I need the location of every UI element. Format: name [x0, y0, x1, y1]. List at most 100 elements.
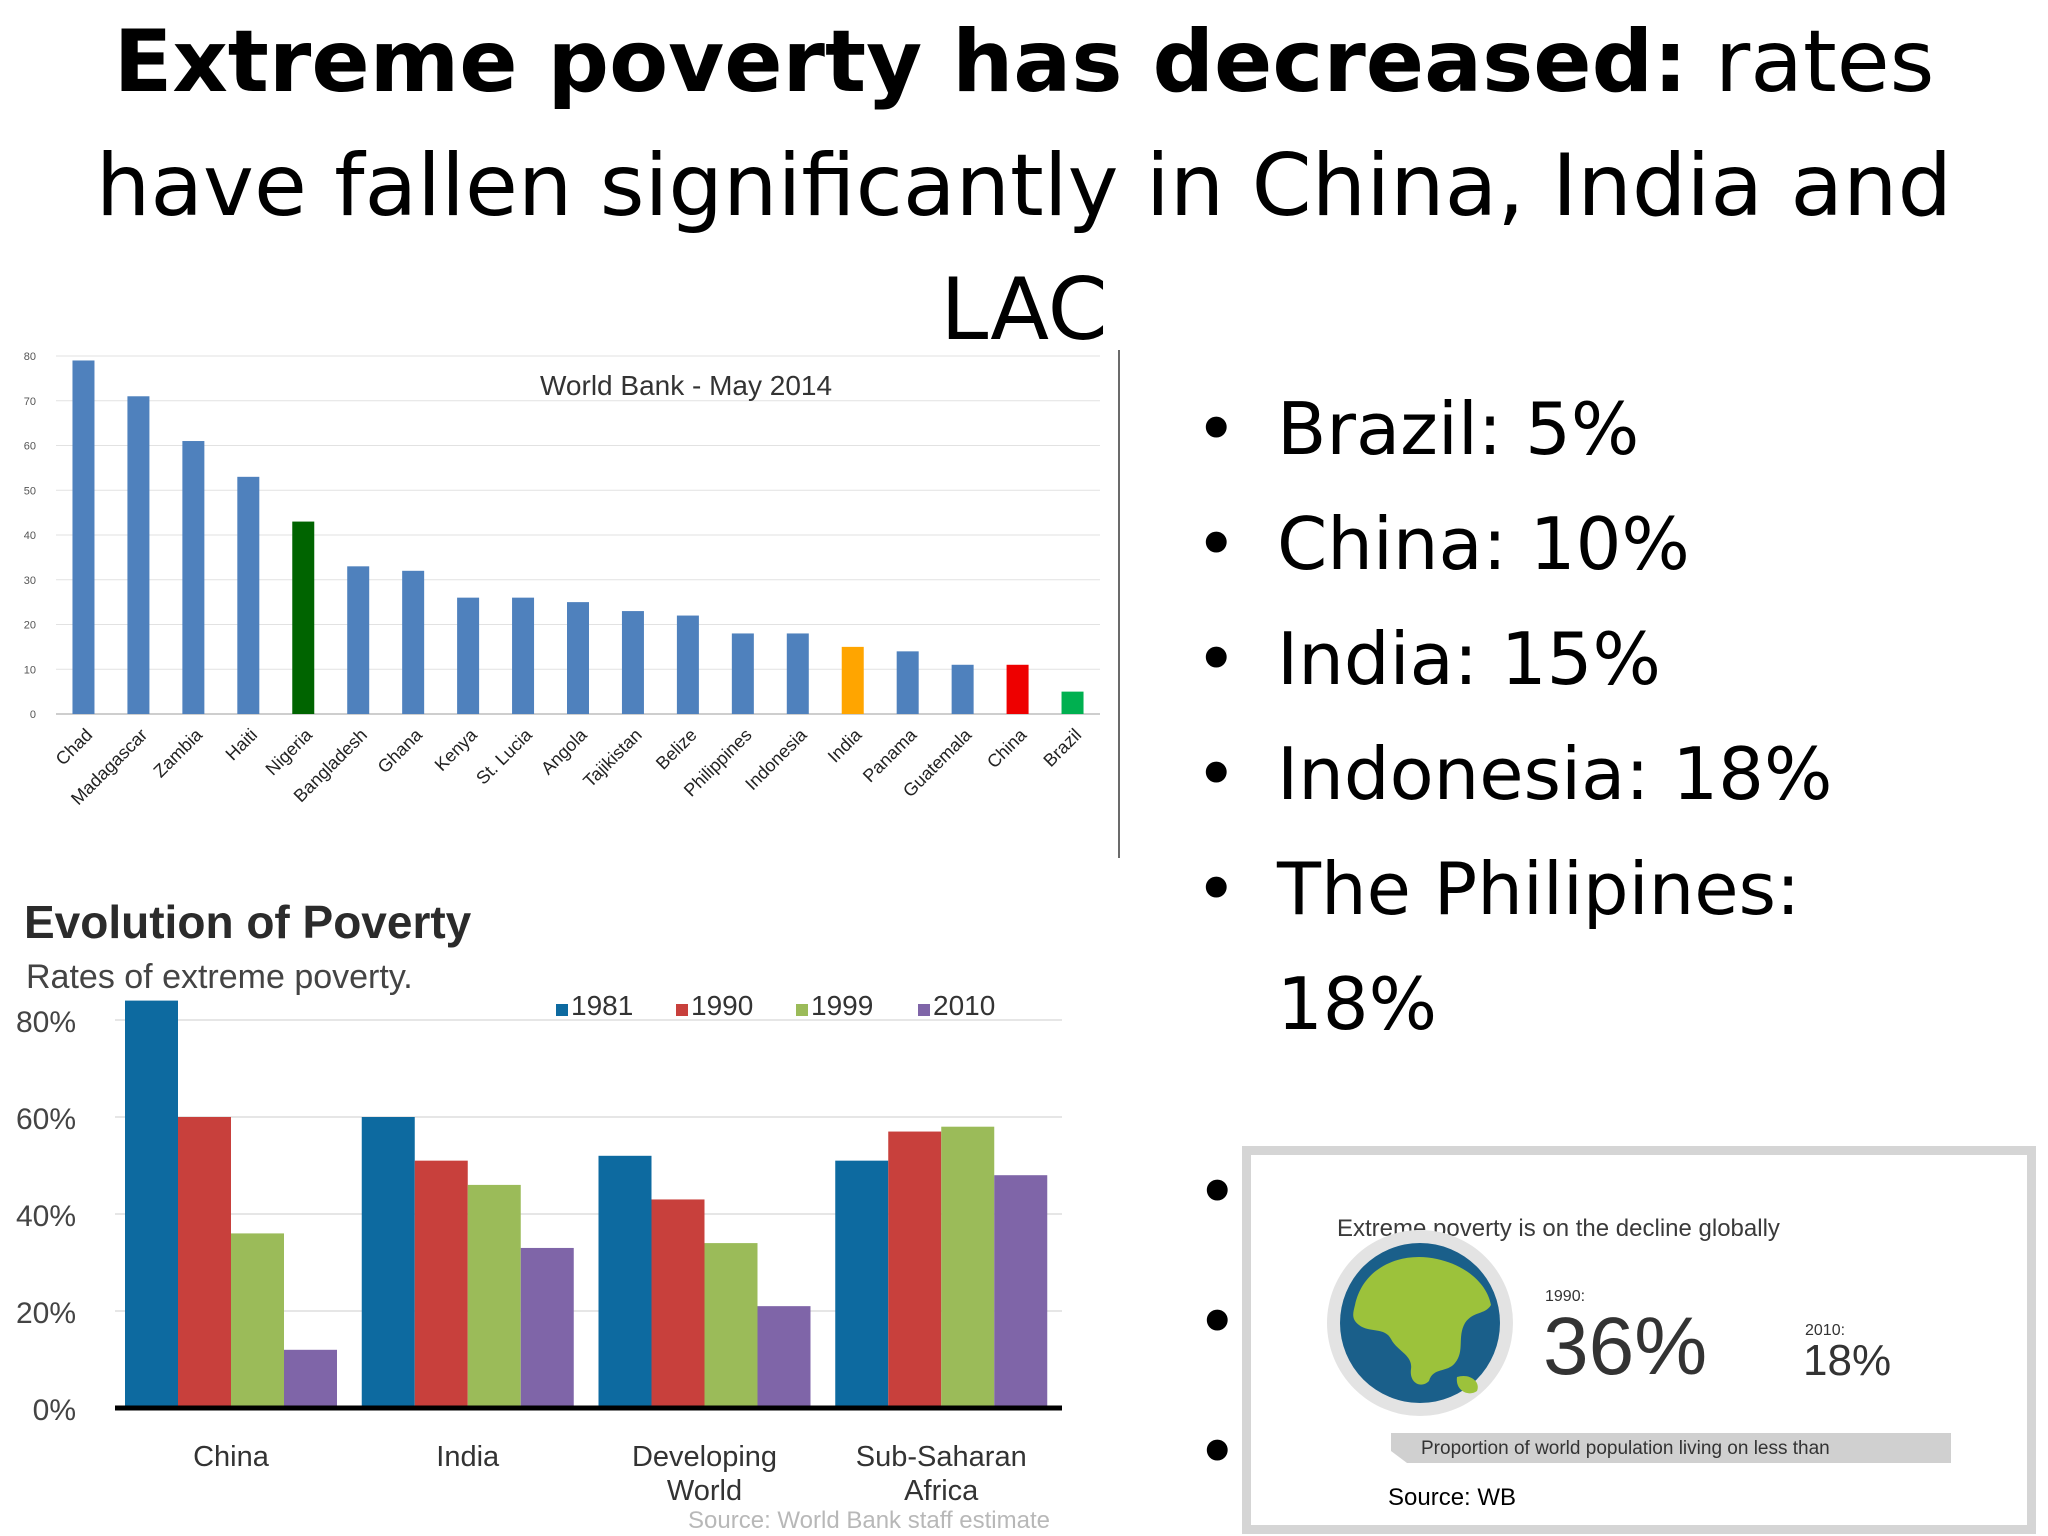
bar — [231, 1233, 284, 1408]
bar — [284, 1349, 337, 1408]
x-tick-label: Zambia — [150, 724, 207, 781]
value-2010: 18% — [1803, 1336, 1891, 1385]
y-tick-label: 20% — [16, 1297, 76, 1330]
legend-label: 1981 — [571, 990, 633, 1021]
x-tick-label: Chad — [52, 725, 97, 770]
slide-title-bold: Extreme poverty has decreased: — [113, 12, 1688, 112]
evolution-poverty-chart: Evolution of Poverty Rates of extreme pov… — [0, 880, 1080, 1536]
x-tick-label: China — [983, 724, 1031, 772]
slide-title-rest: rates have fallen significantly in China… — [95, 12, 1953, 360]
bar — [651, 1199, 705, 1408]
y-tick-label: 30 — [24, 575, 36, 587]
y-tick-label: 10 — [24, 664, 36, 676]
y-tick-label: 80% — [16, 1006, 76, 1039]
bullet-dot: • — [1196, 1280, 1239, 1364]
bar — [512, 597, 535, 714]
legend-label: 1990 — [691, 990, 753, 1021]
bar — [841, 646, 864, 714]
x-tick-label: Nigeria — [262, 724, 317, 779]
bar — [835, 1160, 889, 1408]
bar — [237, 476, 260, 714]
infographic-caption: Proportion of world population living on… — [1421, 1438, 1830, 1459]
y-tick-label: 20 — [24, 620, 36, 632]
bullet-item: Indonesia: 18% — [1195, 717, 2015, 832]
bar — [598, 1155, 652, 1408]
y-tick-label: 40% — [16, 1200, 76, 1233]
bullet-dot: • — [1196, 1410, 1239, 1494]
value-1990: 36% — [1543, 1301, 1707, 1392]
x-tick-label: St. Lucia — [472, 724, 536, 788]
bar — [994, 1175, 1048, 1408]
y-tick-label: 40 — [24, 530, 36, 542]
bar — [731, 633, 754, 714]
x-tick-label: Indonesia — [741, 724, 811, 794]
bar — [888, 1131, 942, 1408]
bar — [520, 1247, 574, 1408]
infographic-canvas: Extreme poverty is on the decline global… — [1327, 1215, 1951, 1511]
bar — [402, 570, 425, 714]
bar — [127, 396, 150, 714]
x-tick-label: China — [193, 1441, 270, 1473]
country-bullet-list: Brazil: 5% China: 10% India: 15% Indones… — [1195, 372, 2015, 1062]
infographic-source: Source: WB — [1388, 1484, 1516, 1511]
legend-swatch — [556, 1004, 568, 1016]
bar — [786, 633, 809, 714]
bar — [414, 1160, 468, 1408]
y-tick-label: 0% — [33, 1394, 76, 1427]
x-tick-label: Kenya — [431, 724, 482, 775]
bar — [457, 597, 480, 714]
bar — [182, 441, 205, 714]
chart-subtitle: Rates of extreme poverty. — [26, 958, 413, 996]
bar — [951, 664, 974, 714]
legend-label: 1999 — [811, 990, 873, 1021]
bar — [757, 1306, 811, 1408]
bar — [676, 615, 699, 714]
bar — [178, 1117, 231, 1408]
slide-title: Extreme poverty has decreased: rates hav… — [0, 0, 2048, 372]
x-tick-label: Belize — [652, 725, 701, 774]
chart-source: Source: World Bank staff estimate — [688, 1507, 1050, 1534]
y-tick-label: 50 — [24, 485, 36, 497]
y-tick-label: 80 — [24, 351, 36, 363]
legend-swatch — [676, 1004, 688, 1016]
bar — [1061, 691, 1084, 714]
x-tick-label: Developing World — [632, 1441, 777, 1507]
legend-swatch — [796, 1004, 808, 1016]
bar — [72, 360, 95, 714]
chart-divider — [1118, 350, 1120, 858]
label-2010: 2010: — [1805, 1322, 1845, 1339]
global-decline-infographic: Extreme poverty is on the decline global… — [1242, 1146, 2036, 1534]
chart-title: Evolution of Poverty — [24, 896, 472, 948]
legend-label: 2010 — [933, 990, 995, 1021]
x-tick-label: India — [436, 1441, 500, 1473]
bar — [896, 651, 919, 714]
bullet-item: Brazil: 5% — [1195, 372, 2015, 487]
bar — [1006, 664, 1029, 714]
bar — [621, 611, 644, 714]
bullet-dot: • — [1196, 1150, 1239, 1234]
bar — [467, 1184, 521, 1408]
bar — [292, 521, 315, 714]
caption-ribbon — [1391, 1433, 1951, 1463]
x-tick-label: Angola — [537, 724, 591, 778]
bar — [125, 1000, 178, 1408]
x-tick-label: Haiti — [222, 725, 262, 765]
x-tick-label: Sub-Saharan Africa — [856, 1441, 1027, 1507]
bar — [567, 602, 589, 714]
y-tick-label: 0 — [30, 709, 36, 721]
y-tick-label: 60% — [16, 1103, 76, 1136]
bullet-item: The Philipines: 18% — [1195, 832, 1877, 1062]
y-tick-label: 60 — [24, 441, 36, 453]
x-tick-label: Tajikistan — [579, 725, 645, 791]
x-tick-label: Ghana — [374, 724, 427, 777]
bullet-item: China: 10% — [1195, 487, 2015, 602]
bar — [704, 1243, 758, 1408]
bar — [347, 566, 370, 714]
bar — [941, 1126, 995, 1408]
x-tick-label: Brazil — [1039, 725, 1085, 771]
globe-icon — [1327, 1230, 1513, 1416]
x-tick-label: India — [824, 724, 866, 766]
legend-swatch — [918, 1004, 930, 1016]
label-1990: 1990: — [1545, 1288, 1585, 1305]
